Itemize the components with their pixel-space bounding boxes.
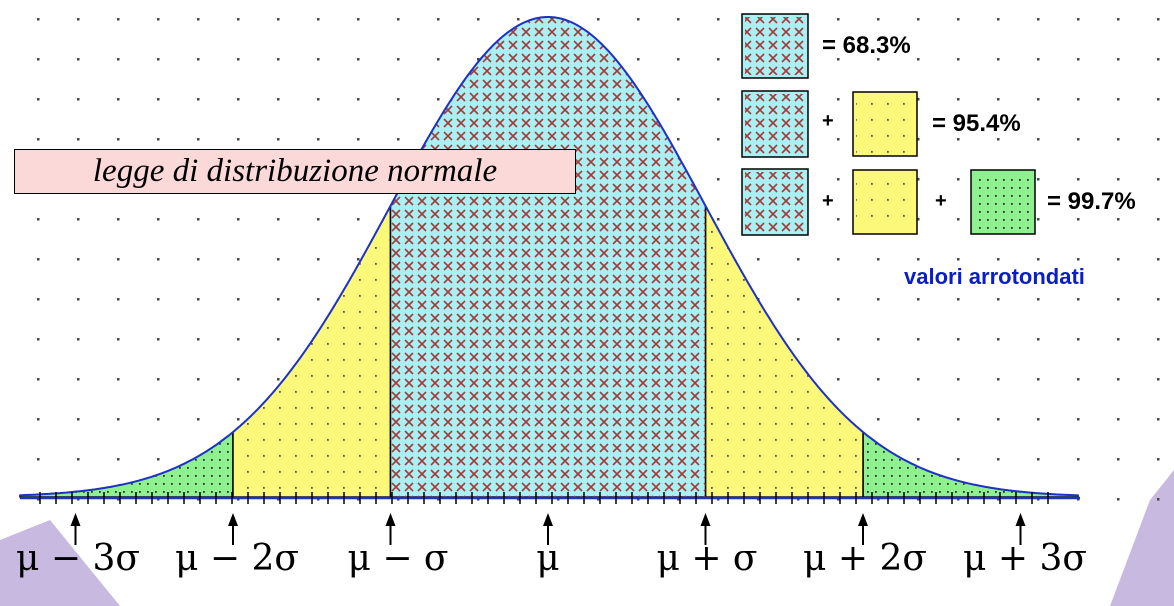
legend-value-99: = 99.7% — [1047, 188, 1136, 215]
decor-shape-left — [0, 520, 120, 606]
legend-swatch-3sigma-row3 — [970, 169, 1036, 235]
axis-label-mu-minus-3sigma: μ − 3σ — [16, 538, 140, 579]
up-arrow-icon — [543, 513, 553, 545]
up-arrow-icon — [228, 513, 238, 545]
legend-swatch-2sigma-row3 — [852, 169, 918, 235]
legend-plus-row3-b: + — [935, 190, 947, 212]
legend-plus-row3-a: + — [822, 190, 834, 212]
axis-label-mu: μ — [536, 538, 560, 579]
up-arrow-icon — [1015, 513, 1026, 545]
axis-label-mu-plus-sigma: μ + σ — [656, 538, 758, 579]
axis-label-mu-plus-3sigma: μ + 3σ — [963, 538, 1087, 579]
up-arrow-icon — [70, 513, 81, 545]
legend-swatch-2sigma-row2 — [852, 91, 918, 157]
legend-swatch-1sigma-row2 — [741, 90, 809, 158]
axis-label-mu-minus-2sigma: μ − 2σ — [175, 538, 299, 579]
band-3sigma-left-pattern — [20, 432, 233, 497]
band-1sigma-pattern — [390, 17, 706, 497]
distribution-regions — [19, 16, 1079, 498]
axis-ticks — [39, 492, 1049, 504]
curve-line — [19, 16, 1078, 497]
diagram-title: legge di distribuzione normale — [14, 149, 576, 194]
axis-label-mu-minus-sigma: μ − σ — [347, 538, 449, 579]
legend-value-95: = 95.4% — [932, 110, 1021, 137]
band-3sigma-right-pattern — [863, 432, 1078, 497]
rounded-values-note: valori arrotondati — [904, 264, 1085, 289]
legend-swatch-1sigma-row1 — [741, 13, 809, 79]
up-arrow-icon — [385, 513, 396, 545]
legend-swatch-1sigma-row3 — [741, 168, 809, 236]
legend-plus-row2: + — [822, 110, 834, 132]
bell-curve — [19, 16, 1078, 497]
axis-label-mu-plus-2sigma: μ + 2σ — [803, 538, 927, 579]
legend-value-68: = 68.3% — [822, 32, 911, 59]
up-arrow-icon — [700, 513, 711, 545]
axis-arrows — [70, 513, 1026, 545]
up-arrow-icon — [858, 513, 868, 545]
